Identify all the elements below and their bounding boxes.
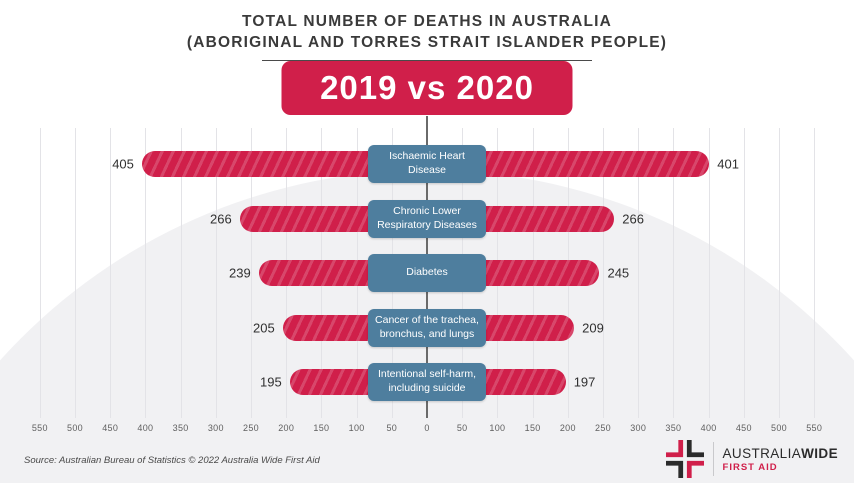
page-title: TOTAL NUMBER OF DEATHS IN AUSTRALIA — [241, 13, 613, 30]
axis-tick-label: 100 — [348, 423, 365, 433]
chart-row: 239 245 Diabetes — [0, 246, 854, 300]
source-note: Source: Australian Bureau of Statistics … — [24, 455, 320, 466]
axis-tick-label: 550 — [806, 423, 823, 433]
brand-tagline: FIRST AID — [722, 461, 778, 473]
gridline — [180, 128, 182, 418]
axis-tick-label: 400 — [700, 423, 717, 433]
logo-divider — [712, 442, 714, 476]
chart-row: 205 209 Cancer of the trachea, bronchus, a… — [0, 301, 854, 355]
axis-tick-label: 50 — [386, 423, 398, 433]
gridline — [145, 128, 147, 418]
axis-tick-label: 150 — [524, 423, 541, 433]
banner: 2019 vs 2020 — [262, 60, 592, 118]
axis-tick-label: 250 — [595, 423, 611, 433]
axis-tick-label: 350 — [665, 423, 682, 433]
brand-logo: AUSTRALIAWIDE FIRST AID — [665, 440, 838, 478]
category-label-box: Intentional self-harm, including suicide — [368, 363, 486, 401]
gridline — [673, 128, 675, 418]
bar-value-2019: 266 — [210, 211, 232, 226]
axis-tick-label: 450 — [735, 423, 752, 433]
axis-tick-label: 200 — [278, 423, 295, 433]
axis-tick-label: 500 — [771, 423, 787, 433]
axis-tick-label: 300 — [630, 423, 647, 433]
bar-value-2019: 205 — [252, 320, 275, 335]
first-aid-cross-icon — [665, 440, 704, 478]
bar-value-2019: 239 — [229, 265, 251, 281]
brand-name-part2: WIDE — [801, 445, 838, 461]
bar-value-2020: 245 — [607, 265, 630, 281]
axis-tick-label: 150 — [313, 423, 330, 433]
gridline — [708, 128, 710, 418]
gridline — [215, 128, 217, 418]
bar-value-2020: 197 — [573, 374, 596, 390]
gridline — [110, 128, 112, 418]
gridline — [39, 128, 41, 418]
axis-tick-label: 500 — [67, 423, 83, 433]
category-label-box: Diabetes — [368, 254, 486, 292]
category-label-box: Chronic Lower Respiratory Diseases — [368, 199, 486, 238]
butterfly-chart: 405 401 Ischaemic Heart Disease 266 266 Chron… — [0, 116, 854, 418]
chart-row: 405 401 Ischaemic Heart Disease — [0, 137, 854, 191]
axis-tick-label: 300 — [207, 423, 224, 433]
axis-tick-label: 0 — [424, 423, 430, 433]
axis-tick-label: 200 — [559, 423, 576, 433]
logo-text: AUSTRALIAWIDE FIRST AID — [723, 446, 838, 473]
bar-value-2019: 405 — [112, 156, 134, 172]
chart-row: 266 266 Chronic Lower Respiratory Diseases — [0, 192, 854, 246]
axis-tick-label: 450 — [102, 423, 119, 433]
gridline — [743, 128, 745, 418]
category-label-box: Cancer of the trachea, bronchus, and lun… — [368, 308, 486, 347]
axis-tick-label: 400 — [137, 423, 154, 433]
axis-tick-label: 50 — [456, 423, 468, 433]
bar-value-2020: 401 — [717, 156, 739, 172]
page-subtitle: (ABORIGINAL AND TORRES STRAIT ISLANDER P… — [186, 33, 668, 51]
gridline — [75, 128, 76, 418]
bar-value-2019: 195 — [260, 374, 282, 390]
banner-label: 2019 vs 2020 — [281, 61, 573, 116]
axis-tick-label: 350 — [172, 423, 189, 433]
brand-name: AUSTRALIAWIDE — [723, 446, 838, 461]
banner-rule — [262, 60, 592, 62]
gridline — [779, 128, 780, 418]
gridline — [251, 128, 252, 418]
bar-value-2020: 266 — [622, 211, 644, 226]
chart-row: 195 197 Intentional self-harm, including s… — [0, 355, 854, 409]
header: TOTAL NUMBER OF DEATHS IN AUSTRALIA (ABO… — [0, 0, 854, 118]
gridline — [814, 128, 816, 418]
brand-name-part1: AUSTRALIA — [722, 445, 802, 461]
gridline — [603, 128, 604, 418]
axis-tick-label: 550 — [31, 423, 48, 433]
category-label-box: Ischaemic Heart Disease — [368, 145, 486, 183]
x-axis: 550 500 450 400 350 300 250 200 150 100 50 0 50 100 15… — [0, 423, 854, 437]
bar-value-2020: 209 — [582, 320, 604, 335]
axis-tick-label: 100 — [489, 423, 506, 433]
gridline — [638, 128, 640, 418]
axis-tick-label: 250 — [243, 423, 259, 433]
